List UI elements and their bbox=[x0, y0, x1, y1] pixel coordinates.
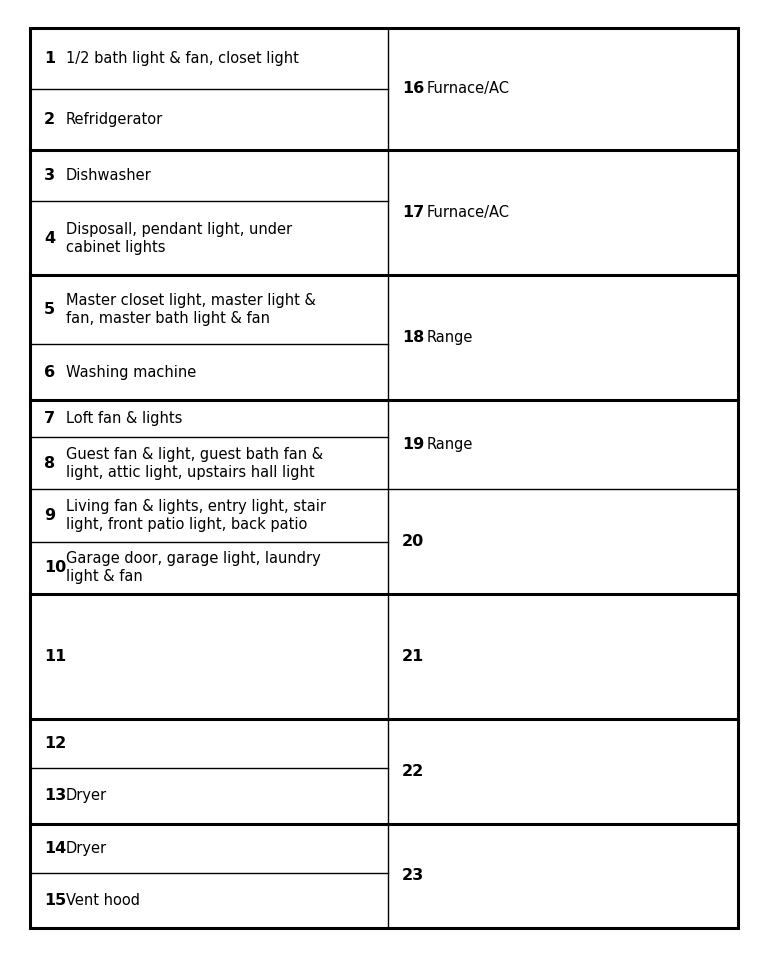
Text: 15: 15 bbox=[44, 893, 66, 908]
Text: 9: 9 bbox=[44, 508, 55, 523]
Text: 18: 18 bbox=[402, 330, 425, 346]
Text: 7: 7 bbox=[44, 412, 55, 426]
Text: Furnace/AC: Furnace/AC bbox=[426, 205, 509, 220]
Text: Range: Range bbox=[426, 330, 472, 346]
Text: Dryer: Dryer bbox=[66, 789, 107, 803]
Text: Dishwasher: Dishwasher bbox=[66, 168, 152, 183]
Text: Washing machine: Washing machine bbox=[66, 365, 197, 380]
Text: 10: 10 bbox=[44, 561, 66, 575]
Text: Garage door, garage light, laundry
light & fan: Garage door, garage light, laundry light… bbox=[66, 551, 321, 584]
Text: 3: 3 bbox=[44, 168, 55, 183]
Text: 20: 20 bbox=[402, 534, 425, 549]
Text: Dryer: Dryer bbox=[66, 840, 107, 856]
Text: Range: Range bbox=[426, 437, 472, 453]
Text: 17: 17 bbox=[402, 205, 425, 220]
Text: 1/2 bath light & fan, closet light: 1/2 bath light & fan, closet light bbox=[66, 51, 299, 66]
Text: Loft fan & lights: Loft fan & lights bbox=[66, 412, 182, 426]
Text: 1: 1 bbox=[44, 51, 55, 66]
Text: 8: 8 bbox=[44, 456, 55, 471]
Text: 11: 11 bbox=[44, 649, 66, 664]
Text: Vent hood: Vent hood bbox=[66, 893, 140, 908]
Text: 2: 2 bbox=[44, 112, 55, 127]
Text: 5: 5 bbox=[44, 302, 55, 317]
Text: Master closet light, master light &
fan, master bath light & fan: Master closet light, master light & fan,… bbox=[66, 293, 316, 326]
Text: 13: 13 bbox=[44, 789, 66, 803]
Text: Guest fan & light, guest bath fan &
light, attic light, upstairs hall light: Guest fan & light, guest bath fan & ligh… bbox=[66, 447, 323, 479]
Text: 4: 4 bbox=[44, 230, 55, 245]
Text: 19: 19 bbox=[402, 437, 425, 453]
Text: Furnace/AC: Furnace/AC bbox=[426, 81, 509, 96]
Text: 21: 21 bbox=[402, 649, 425, 664]
Text: Living fan & lights, entry light, stair
light, front patio light, back patio: Living fan & lights, entry light, stair … bbox=[66, 499, 326, 532]
Text: 16: 16 bbox=[402, 81, 425, 96]
Text: 6: 6 bbox=[44, 365, 55, 380]
Text: 12: 12 bbox=[44, 736, 66, 752]
Text: 22: 22 bbox=[402, 764, 425, 779]
Text: 14: 14 bbox=[44, 840, 66, 856]
Text: Refridgerator: Refridgerator bbox=[66, 112, 164, 127]
Text: Disposall, pendant light, under
cabinet lights: Disposall, pendant light, under cabinet … bbox=[66, 222, 292, 255]
Text: 23: 23 bbox=[402, 868, 425, 883]
